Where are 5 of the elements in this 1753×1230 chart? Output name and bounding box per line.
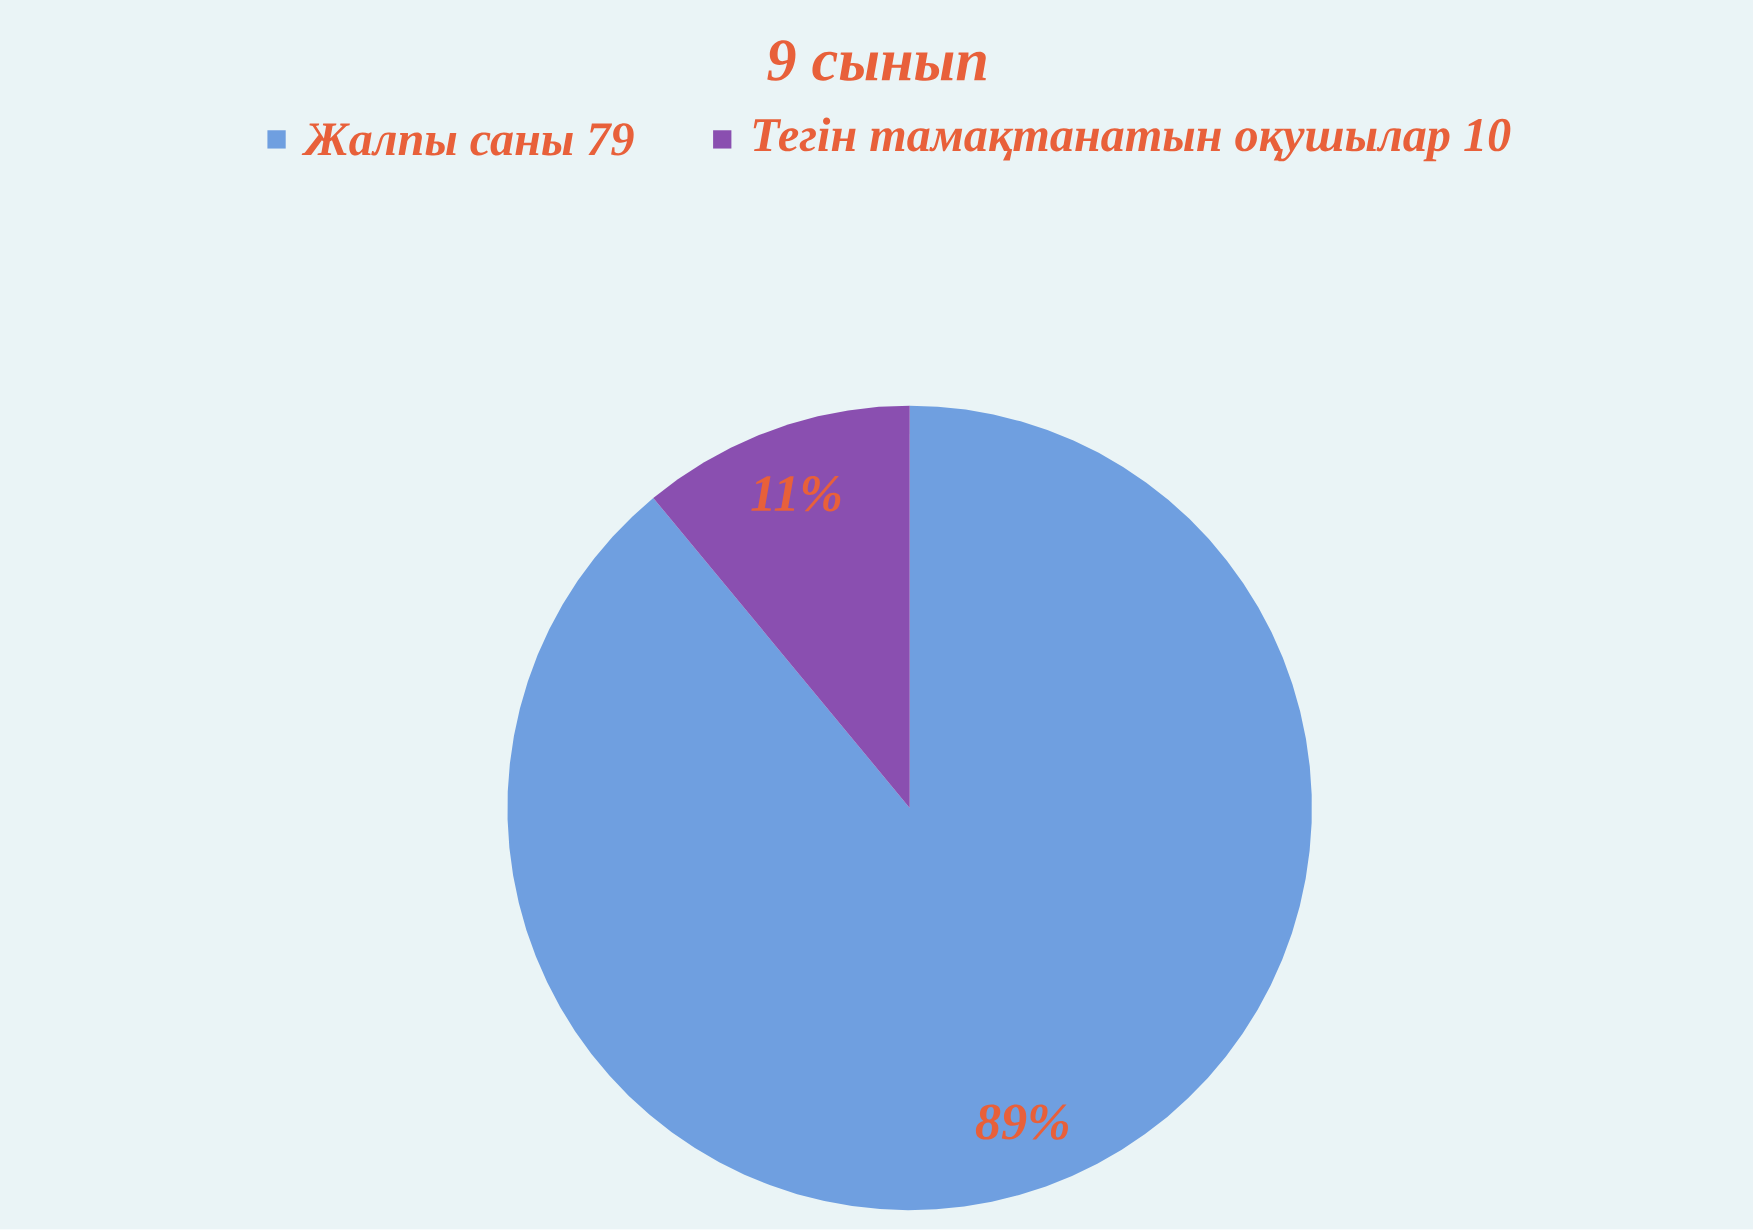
data-label: 89% <box>975 1104 1068 1140</box>
legend-label: Жалпы саны 79 <box>301 123 634 156</box>
chart-title: 9 сынып <box>767 40 986 81</box>
legend-label: Тегін тамақтанатын оқушылар 10 <box>753 117 1511 162</box>
data-label: 11% <box>751 476 841 512</box>
